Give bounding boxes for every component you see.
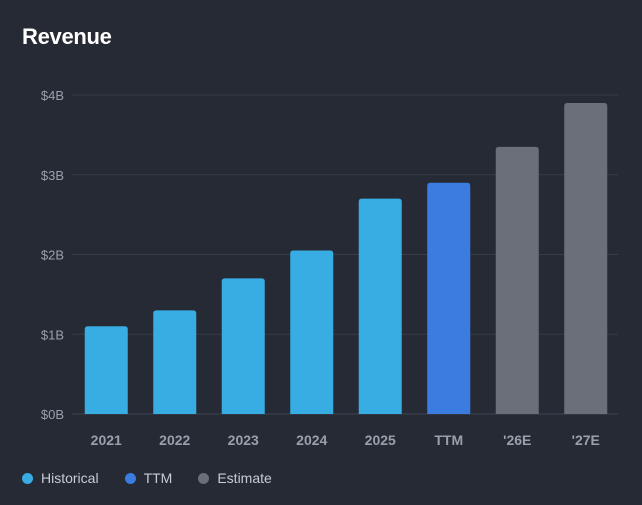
- legend-item-ttm: TTM: [124, 470, 173, 486]
- x-tick-label: 2025: [365, 432, 396, 448]
- y-tick-label: $3B: [41, 168, 64, 183]
- bar-2024: [290, 250, 334, 414]
- y-tick-label: $4B: [41, 88, 64, 103]
- legend-dot-ttm: [124, 472, 136, 484]
- legend-label-ttm: TTM: [143, 470, 173, 486]
- y-tick-label: $0B: [41, 407, 64, 422]
- bar-2023: [221, 278, 265, 414]
- bar-ttm: [427, 182, 471, 414]
- y-tick-label: $2B: [41, 248, 64, 263]
- bar-26e: [495, 146, 539, 414]
- legend-item-historical: Historical: [22, 470, 99, 486]
- bar-27e: [564, 102, 608, 414]
- bar-2022: [153, 310, 197, 414]
- x-tick-label: '27E: [572, 432, 600, 448]
- bar-2021: [84, 326, 128, 414]
- legend-dot-estimate: [198, 472, 210, 484]
- legend-label-historical: Historical: [41, 470, 99, 486]
- x-tick-label: 2022: [159, 432, 190, 448]
- y-tick-label: $1B: [41, 327, 64, 342]
- x-tick-label: 2021: [91, 432, 122, 448]
- x-tick-label: 2024: [296, 432, 327, 448]
- bar-2025: [358, 198, 402, 414]
- x-tick-label: '26E: [503, 432, 531, 448]
- legend-item-estimate: Estimate: [198, 470, 272, 486]
- chart-title: Revenue: [22, 24, 112, 49]
- chart-legend: Historical TTM Estimate: [22, 470, 272, 486]
- legend-label-estimate: Estimate: [217, 470, 272, 486]
- x-tick-label: 2023: [228, 432, 259, 448]
- x-tick-label: TTM: [434, 432, 463, 448]
- legend-dot-historical: [22, 472, 33, 484]
